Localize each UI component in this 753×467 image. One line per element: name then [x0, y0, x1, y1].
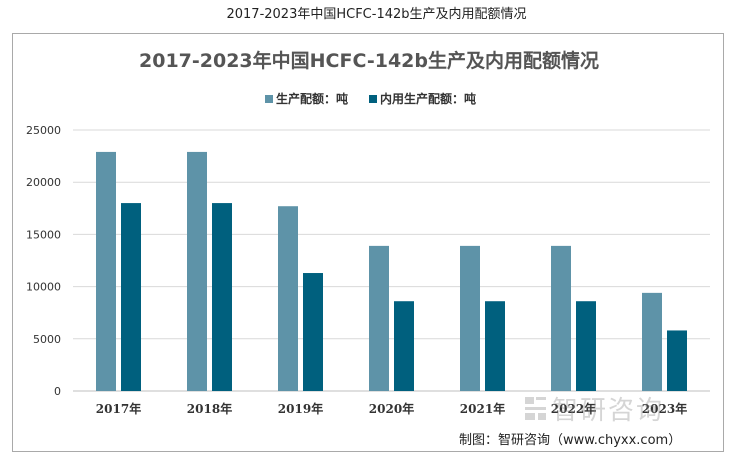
bar-production-0	[96, 151, 116, 391]
x-axis: 2017年 2018年 2019年 2020年 2021年 2022年 2023年	[96, 401, 687, 416]
bars	[96, 151, 687, 391]
y-tick-label: 15000	[26, 228, 61, 241]
x-tick-label: 2021年	[460, 401, 505, 416]
y-tick-label: 10000	[26, 281, 61, 294]
x-tick-label: 2020年	[369, 401, 414, 416]
y-tick-label: 25000	[26, 124, 61, 137]
bar-domestic-3	[394, 301, 414, 391]
legend-label-1: 内用生产配额：吨	[380, 91, 476, 106]
x-tick-label: 2017年	[96, 401, 141, 416]
page-title: 2017-2023年中国HCFC-142b生产及内用配额情况	[226, 7, 527, 22]
bar-domestic-0	[121, 203, 141, 391]
x-tick-label: 2022年	[551, 401, 596, 416]
bar-production-5	[551, 245, 571, 391]
x-tick-label: 2019年	[278, 401, 323, 416]
bar-production-1	[187, 151, 207, 391]
bar-production-4	[460, 245, 480, 391]
legend-swatch-1	[369, 95, 377, 103]
bar-production-3	[369, 245, 389, 391]
bar-domestic-5	[576, 301, 596, 391]
watermark-text: 智研咨询	[552, 395, 665, 426]
y-axis: 0 5000 10000 15000 20000 25000	[26, 124, 61, 398]
bar-domestic-2	[303, 273, 323, 391]
legend: 生产配额：吨 内用生产配额：吨	[265, 91, 476, 106]
y-tick-label: 0	[54, 385, 61, 398]
bar-production-2	[278, 206, 298, 391]
legend-swatch-0	[265, 95, 273, 103]
legend-label-0: 生产配额：吨	[276, 91, 348, 106]
bar-domestic-4	[485, 301, 505, 391]
y-tick-label: 20000	[26, 176, 61, 189]
x-tick-label: 2018年	[187, 401, 232, 416]
chart-svg: 2017-2023年中国HCFC-142b生产及内用配额情况 生产配额：吨 内用生…	[26, 49, 710, 416]
bar-production-6	[642, 292, 662, 391]
chart-title: 2017-2023年中国HCFC-142b生产及内用配额情况	[139, 49, 599, 72]
grid	[73, 129, 710, 392]
bar-domestic-6	[667, 330, 687, 391]
x-tick-label: 2023年	[642, 401, 687, 416]
chart-frame: 2017-2023年中国HCFC-142b生产及内用配额情况 生产配额：吨 内用生…	[12, 33, 724, 452]
bar-domestic-1	[212, 203, 232, 391]
y-tick-label: 5000	[33, 333, 61, 346]
watermark-logo-icon	[525, 397, 546, 420]
watermark: 智研咨询	[524, 393, 664, 426]
source-credit: 制图：智研咨询（www.chyxx.com）	[459, 433, 682, 448]
